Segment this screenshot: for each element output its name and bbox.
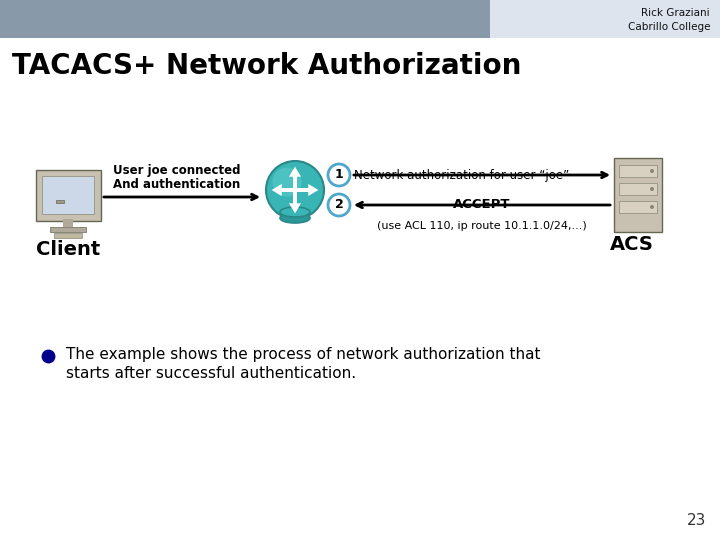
Text: The example shows the process of network authorization that: The example shows the process of network…: [66, 348, 541, 362]
Bar: [619, 183, 657, 195]
FancyArrow shape: [292, 170, 298, 188]
Text: Network authorization for user “joe”: Network authorization for user “joe”: [354, 168, 570, 181]
Bar: [619, 165, 657, 177]
Bar: [619, 201, 657, 213]
Bar: [56, 200, 64, 203]
Ellipse shape: [272, 167, 302, 197]
Bar: [50, 227, 86, 232]
Text: User joe connected: User joe connected: [113, 164, 240, 177]
Circle shape: [650, 187, 654, 191]
Ellipse shape: [266, 161, 324, 219]
Circle shape: [650, 205, 654, 209]
Bar: [42, 176, 94, 214]
Ellipse shape: [280, 213, 310, 223]
Bar: [54, 233, 82, 238]
FancyArrow shape: [297, 187, 315, 193]
Text: Rick Graziani
Cabrillo College: Rick Graziani Cabrillo College: [628, 8, 710, 32]
Text: Client: Client: [36, 240, 100, 259]
Text: TACACS+ Network Authorization: TACACS+ Network Authorization: [12, 52, 521, 80]
Text: And authentication: And authentication: [113, 178, 240, 191]
Bar: [0, 0, 490, 38]
Circle shape: [328, 164, 350, 186]
FancyBboxPatch shape: [35, 170, 101, 220]
Text: ACS: ACS: [610, 235, 654, 254]
Circle shape: [328, 194, 350, 216]
FancyArrow shape: [292, 192, 298, 210]
Bar: [280, 212, 310, 220]
Bar: [490, 0, 720, 38]
Text: 1: 1: [335, 168, 343, 181]
Text: 2: 2: [335, 199, 343, 212]
Circle shape: [650, 169, 654, 173]
Bar: [63, 219, 73, 227]
Text: starts after successful authentication.: starts after successful authentication.: [66, 367, 356, 381]
FancyArrow shape: [275, 187, 293, 193]
FancyBboxPatch shape: [614, 158, 662, 232]
Text: ACCEPT: ACCEPT: [454, 198, 510, 211]
Text: 23: 23: [687, 513, 706, 528]
Text: (use ACL 110, ip route 10.1.1.0/24,...): (use ACL 110, ip route 10.1.1.0/24,...): [377, 221, 587, 231]
Ellipse shape: [280, 207, 310, 217]
